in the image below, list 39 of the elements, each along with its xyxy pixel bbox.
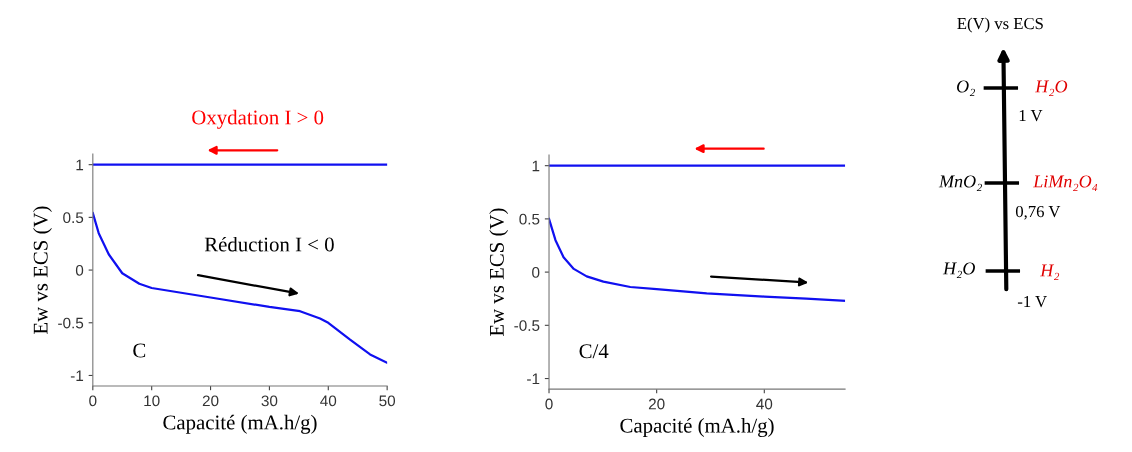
y-tick-label: 0: [532, 266, 540, 278]
annotation: C: [133, 343, 146, 358]
y-tick-label: 0.5: [63, 212, 84, 224]
y-tick-label: 0: [75, 264, 84, 276]
annotation: Réduction I < 0: [204, 236, 334, 252]
text: MnO₂: [938, 175, 982, 192]
line-series: [549, 217, 846, 302]
y-tick-label: -0.5: [514, 320, 540, 331]
x-tick-label: 50: [379, 395, 396, 407]
x-tick-label: 10: [144, 395, 160, 407]
text: E(V) vs ECS: [957, 17, 1043, 33]
y-tick-label: -1: [70, 370, 84, 381]
text: H₂O: [942, 262, 975, 279]
x-tick-label: 0: [545, 398, 553, 410]
text: H₂: [1040, 264, 1060, 281]
y-tick-label: 1: [532, 160, 540, 172]
text: Oxydation I > 0: [192, 109, 324, 129]
y-tick-label: 0.5: [519, 213, 540, 225]
x-tick-label: 20: [648, 398, 665, 410]
x-tick-label: 20: [202, 395, 219, 407]
text: 1 V: [1019, 110, 1043, 122]
line-series: [92, 212, 388, 364]
y-tick-label: -0.5: [58, 317, 84, 329]
annotation: C/4: [579, 344, 609, 359]
text: H₂O: [1035, 80, 1068, 97]
y-tick-label: 1: [76, 159, 84, 171]
y-axis-title: Ew vs ECS (V): [33, 206, 52, 334]
x-axis-title: Capacité (mA.h/g): [163, 414, 317, 434]
x-tick-label: 30: [261, 395, 278, 407]
y-tick-label: -1: [527, 373, 540, 385]
text: 0,76 V: [1015, 205, 1061, 220]
y-axis-title: Ew vs ECS (V): [489, 208, 509, 337]
x-tick-label: 0: [89, 395, 97, 407]
text: LiMn₂O₄: [1033, 175, 1098, 192]
x-tick-label: 40: [320, 395, 337, 407]
text: -1 V: [1017, 296, 1047, 308]
x-axis-title: Capacité (mA.h/g): [620, 418, 774, 437]
text: O₂: [957, 80, 975, 97]
x-tick-label: 40: [756, 398, 773, 410]
